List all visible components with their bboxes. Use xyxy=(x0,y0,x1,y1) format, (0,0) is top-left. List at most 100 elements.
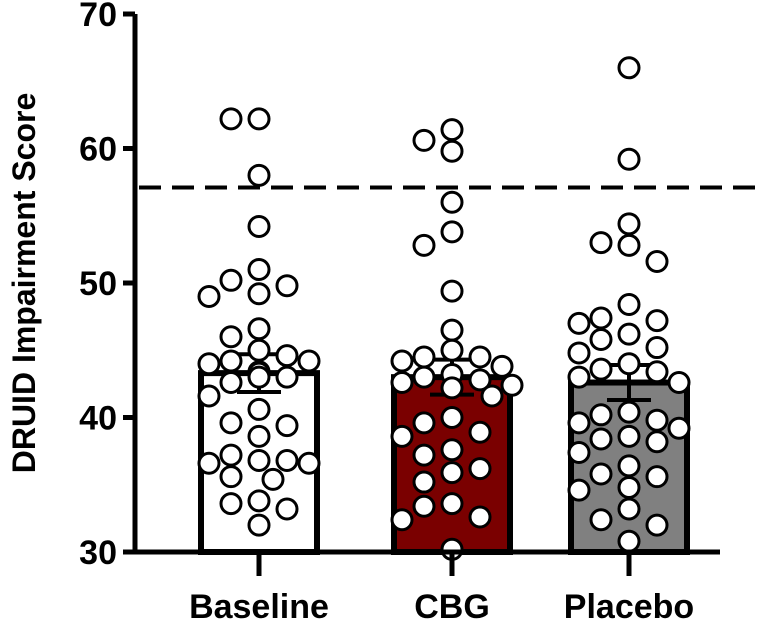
data-point-placebo xyxy=(567,478,591,502)
data-point-baseline xyxy=(247,489,271,513)
data-point-baseline xyxy=(219,349,243,373)
y-tick-label: 70 xyxy=(79,0,117,34)
data-point-cbg xyxy=(440,118,464,142)
data-point-baseline xyxy=(219,107,243,131)
data-point-baseline xyxy=(247,215,271,239)
data-point-baseline xyxy=(247,513,271,537)
data-point-cbg xyxy=(390,371,414,395)
category-label-placebo: Placebo xyxy=(564,588,694,622)
data-point-cbg xyxy=(490,354,514,378)
data-point-cbg xyxy=(440,376,464,400)
data-point-cbg xyxy=(440,318,464,342)
data-point-placebo xyxy=(617,293,641,317)
data-point-cbg xyxy=(412,443,436,467)
data-point-placebo xyxy=(589,508,613,532)
data-point-cbg xyxy=(390,349,414,373)
data-point-placebo xyxy=(617,147,641,171)
data-point-cbg xyxy=(412,128,436,152)
data-point-baseline xyxy=(275,497,299,521)
data-point-placebo xyxy=(617,497,641,521)
data-point-placebo xyxy=(567,411,591,435)
data-point-placebo xyxy=(645,408,669,432)
data-point-placebo xyxy=(617,529,641,553)
y-tick-label: 60 xyxy=(79,131,117,169)
data-point-cbg xyxy=(440,279,464,303)
data-point-cbg xyxy=(480,384,504,408)
data-point-cbg xyxy=(440,338,464,362)
data-point-baseline xyxy=(247,107,271,131)
data-point-placebo xyxy=(589,462,613,486)
data-point-baseline xyxy=(197,352,221,376)
data-point-placebo xyxy=(589,357,613,381)
data-point-placebo xyxy=(567,365,591,389)
data-point-placebo xyxy=(645,360,669,384)
data-point-placebo xyxy=(589,427,613,451)
data-point-cbg xyxy=(412,345,436,369)
data-point-placebo xyxy=(589,327,613,351)
data-point-cbg xyxy=(440,139,464,163)
category-label-cbg: CBG xyxy=(414,588,490,622)
data-point-baseline xyxy=(219,443,243,467)
y-tick-label: 50 xyxy=(79,265,117,303)
data-point-baseline xyxy=(247,258,271,282)
data-point-cbg xyxy=(440,492,464,516)
y-tick-label: 40 xyxy=(79,400,117,438)
data-point-placebo xyxy=(645,465,669,489)
data-point-baseline xyxy=(275,274,299,298)
data-point-baseline xyxy=(197,451,221,475)
data-point-placebo xyxy=(617,424,641,448)
data-point-baseline xyxy=(275,344,299,368)
data-point-placebo xyxy=(589,306,613,330)
data-point-baseline xyxy=(219,325,243,349)
data-point-placebo xyxy=(617,322,641,346)
data-point-baseline xyxy=(275,365,299,389)
data-point-placebo xyxy=(617,212,641,236)
data-point-baseline xyxy=(197,384,221,408)
data-point-placebo xyxy=(667,416,691,440)
data-point-cbg xyxy=(390,508,414,532)
data-point-baseline xyxy=(219,465,243,489)
data-point-baseline xyxy=(219,411,243,435)
data-point-cbg xyxy=(468,420,492,444)
points-layer xyxy=(197,56,691,561)
data-point-cbg xyxy=(412,470,436,494)
data-point-baseline xyxy=(247,282,271,306)
data-point-baseline xyxy=(197,284,221,308)
data-point-cbg xyxy=(468,345,492,369)
data-point-baseline xyxy=(247,449,271,473)
data-point-cbg xyxy=(412,233,436,257)
data-point-cbg xyxy=(412,365,436,389)
data-point-placebo xyxy=(645,249,669,273)
data-point-baseline xyxy=(247,397,271,421)
data-point-placebo xyxy=(589,403,613,427)
data-point-placebo xyxy=(567,440,591,464)
data-point-placebo xyxy=(589,231,613,255)
data-point-baseline xyxy=(275,414,299,438)
data-point-baseline xyxy=(247,163,271,187)
data-point-placebo xyxy=(645,309,669,333)
data-point-placebo xyxy=(667,371,691,395)
data-point-placebo xyxy=(567,341,591,365)
data-point-cbg xyxy=(440,190,464,214)
data-point-placebo xyxy=(617,233,641,257)
data-point-baseline xyxy=(247,424,271,448)
data-point-placebo xyxy=(645,430,669,454)
data-point-cbg xyxy=(440,438,464,462)
data-point-baseline xyxy=(297,451,321,475)
data-point-baseline xyxy=(275,449,299,473)
data-point-placebo xyxy=(617,352,641,376)
data-point-placebo xyxy=(617,454,641,478)
data-point-placebo xyxy=(617,475,641,499)
data-point-cbg xyxy=(440,406,464,429)
data-point-baseline xyxy=(261,467,285,491)
data-point-cbg xyxy=(468,505,492,529)
data-point-cbg xyxy=(412,411,436,435)
data-point-cbg xyxy=(390,424,414,448)
data-point-placebo xyxy=(645,336,669,360)
y-axis-title: DRUID Impairment Score xyxy=(6,93,42,474)
data-point-placebo xyxy=(567,311,591,335)
category-label-baseline: Baseline xyxy=(189,588,329,622)
data-point-placebo xyxy=(617,400,641,424)
data-point-placebo xyxy=(617,56,641,80)
